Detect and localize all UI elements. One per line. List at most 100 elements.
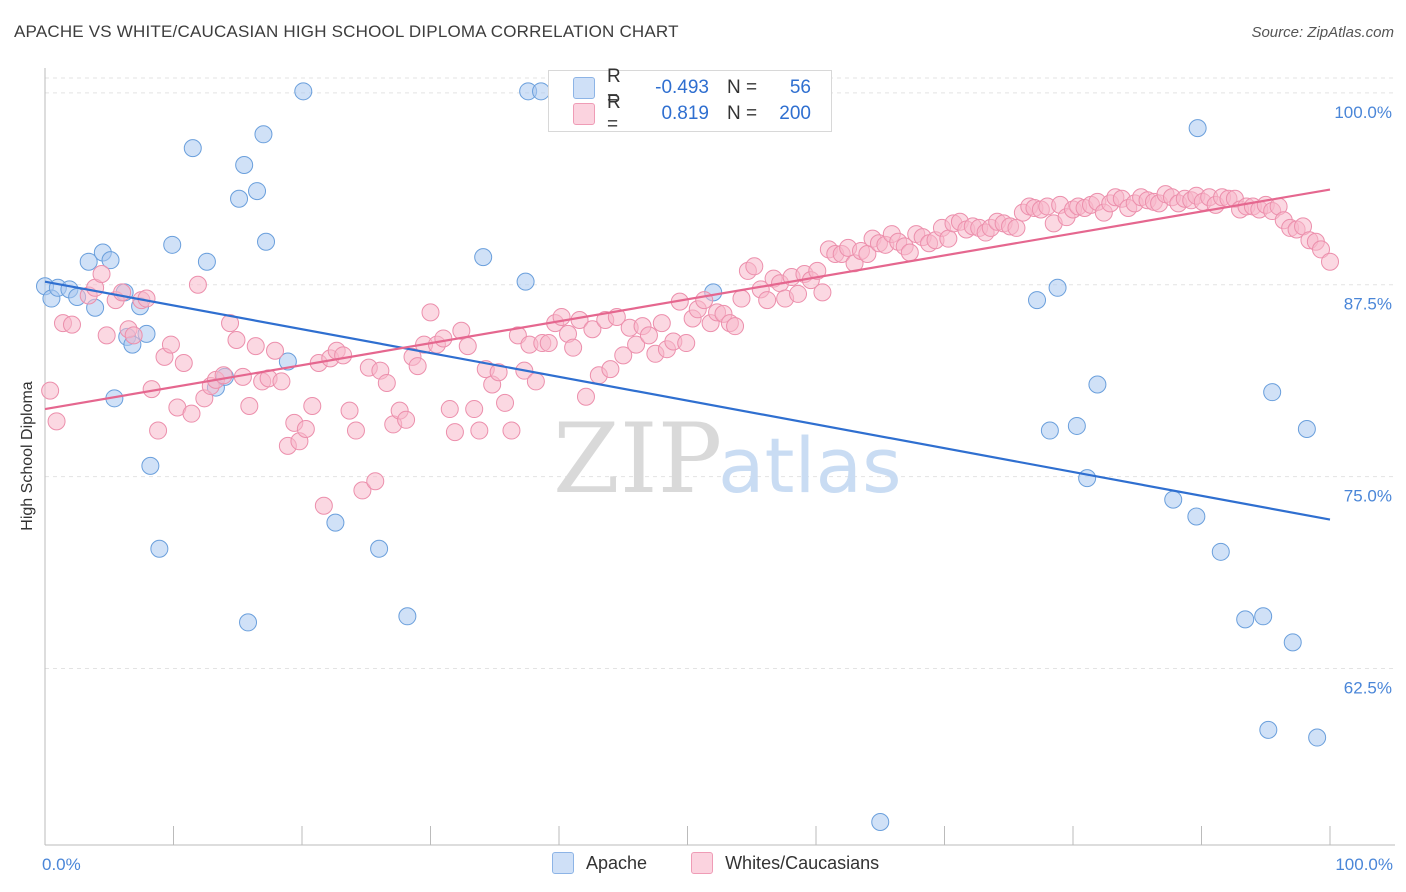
white-point — [227, 330, 246, 349]
white-point — [470, 421, 489, 440]
apache-point — [326, 513, 345, 532]
white-point — [47, 412, 66, 431]
white-point — [1321, 252, 1339, 271]
white-point — [758, 291, 777, 310]
apache-point — [141, 456, 160, 475]
white-point — [677, 334, 696, 353]
apache-point — [230, 189, 249, 208]
white-point — [97, 326, 116, 345]
white-point — [41, 381, 60, 400]
white-point — [149, 421, 168, 440]
apache-point — [294, 82, 313, 101]
apache-point — [1040, 421, 1059, 440]
apache-point — [532, 82, 551, 101]
white-point — [182, 404, 201, 423]
white-point — [496, 393, 515, 412]
apache-point — [370, 539, 389, 558]
white-point — [246, 337, 265, 356]
white-point — [397, 410, 416, 429]
white-point — [502, 421, 521, 440]
legend-item-white[interactable]: Whites/Caucasians — [691, 852, 879, 874]
apache-point — [248, 182, 267, 201]
legend-label-apache: Apache — [586, 852, 648, 873]
white-point — [732, 289, 751, 308]
white-point — [539, 334, 558, 353]
white-point — [62, 315, 81, 334]
white-point — [1007, 218, 1026, 237]
white-point — [452, 321, 471, 340]
white-point — [296, 420, 315, 439]
apache-trendline — [44, 280, 1331, 521]
axes — [44, 68, 1395, 846]
source-credit: Source: ZipAtlas.com — [1251, 24, 1394, 41]
white-point — [113, 283, 132, 302]
white-point — [614, 346, 633, 365]
trendlines — [44, 188, 1331, 521]
white-trendline — [44, 188, 1331, 411]
apache-point — [1236, 610, 1255, 629]
x-tick-label: 0.0% — [42, 855, 81, 874]
apache-point — [1283, 633, 1302, 652]
white-point — [489, 363, 508, 382]
white-point — [434, 329, 453, 348]
apache-point — [1164, 490, 1183, 509]
white-point — [445, 423, 464, 442]
white-point — [161, 335, 180, 354]
white-point — [240, 396, 259, 415]
chart-title: APACHE VS WHITE/CAUCASIAN HIGH SCHOOL DI… — [14, 22, 679, 41]
white-point — [221, 314, 240, 333]
legend-row-apache: R = -0.493 N = 56 — [573, 66, 811, 109]
legend-item-apache[interactable]: Apache — [552, 852, 647, 874]
white-point — [272, 372, 291, 391]
apache-swatch — [573, 77, 595, 99]
legend-row-white: R = 0.819 N = 200 — [573, 92, 811, 135]
white-point — [92, 264, 111, 283]
apache-point — [1048, 278, 1067, 297]
white-point — [314, 496, 333, 515]
y-tick-label: 75.0% — [1344, 487, 1392, 506]
apache-point — [1188, 119, 1207, 138]
apache-point — [257, 232, 276, 251]
white-point — [174, 354, 193, 373]
apache-point — [235, 155, 254, 174]
white-point — [340, 401, 359, 420]
white-point — [124, 326, 143, 345]
white-point — [813, 283, 832, 302]
white-point — [366, 472, 385, 491]
white-swatch — [691, 852, 714, 874]
apache-point — [1187, 507, 1206, 526]
white-point — [652, 314, 671, 333]
r-label: R = — [607, 66, 621, 109]
white-point — [900, 243, 919, 262]
watermark-zip: ZIP — [553, 403, 722, 515]
white-point — [695, 291, 714, 310]
apache-point — [239, 613, 258, 632]
white-point — [627, 335, 646, 354]
apache-point — [871, 812, 890, 831]
white-point — [576, 387, 595, 406]
apache-points — [36, 82, 1327, 831]
white-point — [458, 337, 477, 356]
n-value: 56 — [789, 77, 811, 98]
white-point — [601, 360, 620, 379]
apache-point — [1211, 542, 1230, 561]
white-point — [266, 341, 285, 360]
n-label: N = — [727, 77, 758, 98]
white-point — [334, 346, 353, 365]
x-tick-label: 100.0% — [1335, 855, 1393, 874]
n-label: N = — [727, 103, 758, 124]
y-tick-label: 87.5% — [1344, 295, 1392, 314]
white-point — [745, 257, 764, 276]
watermark-atlas: atlas — [718, 421, 902, 510]
white-point — [1312, 240, 1331, 259]
y-tick-label: 62.5% — [1344, 678, 1392, 697]
apache-point — [163, 235, 182, 254]
white-point — [214, 366, 233, 385]
stats-legend: R = -0.493 N = 56 R = 0.819 N = 200 — [548, 66, 832, 135]
white-point — [639, 326, 658, 345]
apache-point — [474, 248, 493, 267]
legend-label-white: Whites/Caucasians — [725, 852, 880, 873]
white-point — [421, 303, 440, 322]
apache-point — [1297, 420, 1316, 439]
